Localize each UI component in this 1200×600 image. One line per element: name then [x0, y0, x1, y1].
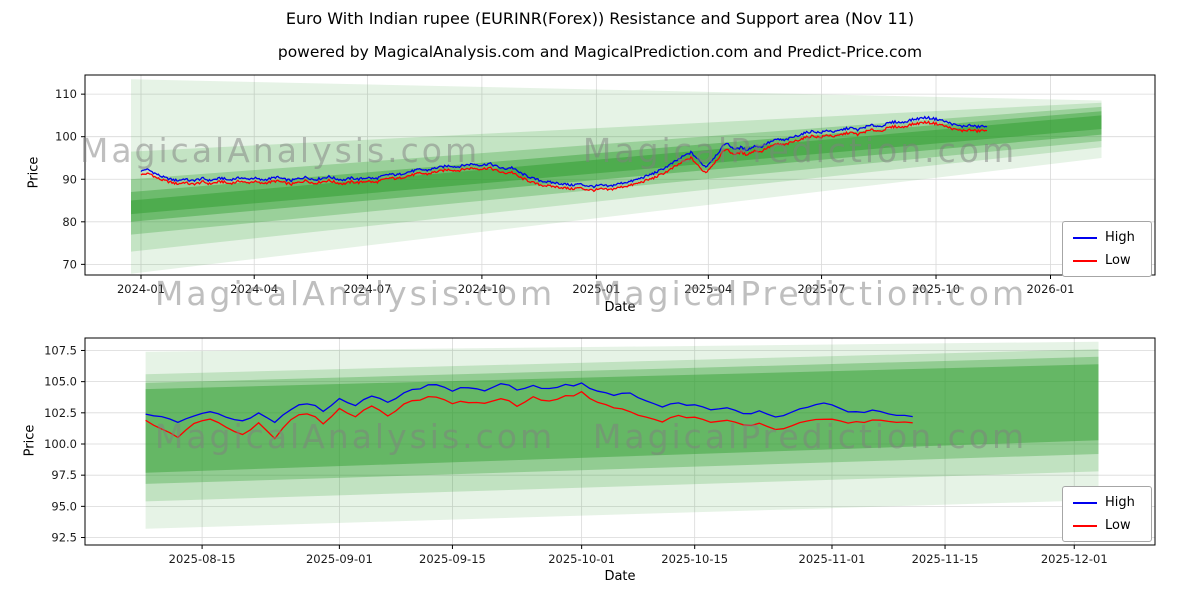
legend-low-entry: Low	[1073, 253, 1141, 268]
svg-text:2025-10-01: 2025-10-01	[548, 552, 615, 566]
svg-text:100.0: 100.0	[44, 437, 77, 451]
bottom-y-axis-label: Price	[22, 424, 38, 457]
svg-text:95.0: 95.0	[51, 499, 77, 513]
svg-text:2025-09-01: 2025-09-01	[306, 552, 373, 566]
svg-text:2025-01: 2025-01	[572, 282, 620, 296]
low-line-swatch	[1073, 259, 1097, 262]
svg-text:2025-09-15: 2025-09-15	[419, 552, 486, 566]
svg-text:2024-07: 2024-07	[343, 282, 391, 296]
legend-high-entry: High	[1073, 230, 1141, 245]
watermark-text: MagicalPrediction.com	[582, 131, 1018, 170]
chart-title: Euro With Indian rupee (EURINR(Forex)) R…	[285, 9, 915, 28]
watermark-text: MagicalAnalysis.com	[154, 274, 556, 313]
zoomed-price-chart: 2025-08-15 2025-09-01 2025-09-15 2025-10-01…	[44, 337, 1156, 566]
svg-text:90: 90	[62, 172, 77, 186]
watermark-text: MagicalPrediction.com	[592, 274, 1028, 313]
legend-low-label: Low	[1105, 518, 1131, 533]
svg-text:2025-11-01: 2025-11-01	[799, 552, 866, 566]
svg-text:100: 100	[55, 130, 77, 144]
svg-text:105.0: 105.0	[44, 375, 77, 389]
main-price-chart: 2024-01 2024-04 2024-07 2024-10 2025-01 2025-…	[55, 74, 1156, 296]
high-line-swatch	[1073, 501, 1097, 504]
low-line-swatch	[1073, 524, 1097, 527]
svg-text:70: 70	[62, 257, 77, 271]
top-legend: High Low	[1062, 221, 1152, 277]
svg-text:2025-04: 2025-04	[684, 282, 732, 296]
watermark-text: MagicalAnalysis.com	[154, 417, 556, 456]
legend-high-label: High	[1105, 495, 1135, 510]
svg-text:2025-07: 2025-07	[798, 282, 846, 296]
svg-text:2025-12-01: 2025-12-01	[1041, 552, 1108, 566]
top-x-axis-label: Date	[604, 300, 636, 315]
bottom-legend: High Low	[1062, 486, 1152, 542]
legend-high-entry: High	[1073, 495, 1141, 510]
legend-low-label: Low	[1105, 253, 1131, 268]
legend-high-label: High	[1105, 230, 1135, 245]
chart-subtitle: powered by MagicalAnalysis.com and Magic…	[277, 43, 923, 61]
svg-text:107.5: 107.5	[44, 343, 77, 357]
svg-text:92.5: 92.5	[51, 531, 77, 545]
high-line-swatch	[1073, 236, 1097, 239]
svg-text:102.5: 102.5	[44, 406, 77, 420]
svg-text:2025-08-15: 2025-08-15	[169, 552, 236, 566]
svg-text:2024-01: 2024-01	[117, 282, 165, 296]
svg-text:2024-10: 2024-10	[458, 282, 506, 296]
svg-text:97.5: 97.5	[51, 468, 77, 482]
legend-low-entry: Low	[1073, 518, 1141, 533]
svg-text:2025-10-15: 2025-10-15	[661, 552, 728, 566]
watermark-text: MagicalAnalysis.com	[79, 131, 481, 170]
svg-text:2025-10: 2025-10	[912, 282, 960, 296]
svg-text:2025-11-15: 2025-11-15	[912, 552, 979, 566]
svg-text:2024-04: 2024-04	[230, 282, 278, 296]
bottom-x-axis-label: Date	[604, 569, 636, 584]
svg-text:110: 110	[55, 87, 77, 101]
svg-text:2026-01: 2026-01	[1026, 282, 1074, 296]
watermark-text: MagicalPrediction.com	[592, 417, 1028, 456]
svg-text:80: 80	[62, 215, 77, 229]
top-y-axis-label: Price	[26, 156, 42, 189]
